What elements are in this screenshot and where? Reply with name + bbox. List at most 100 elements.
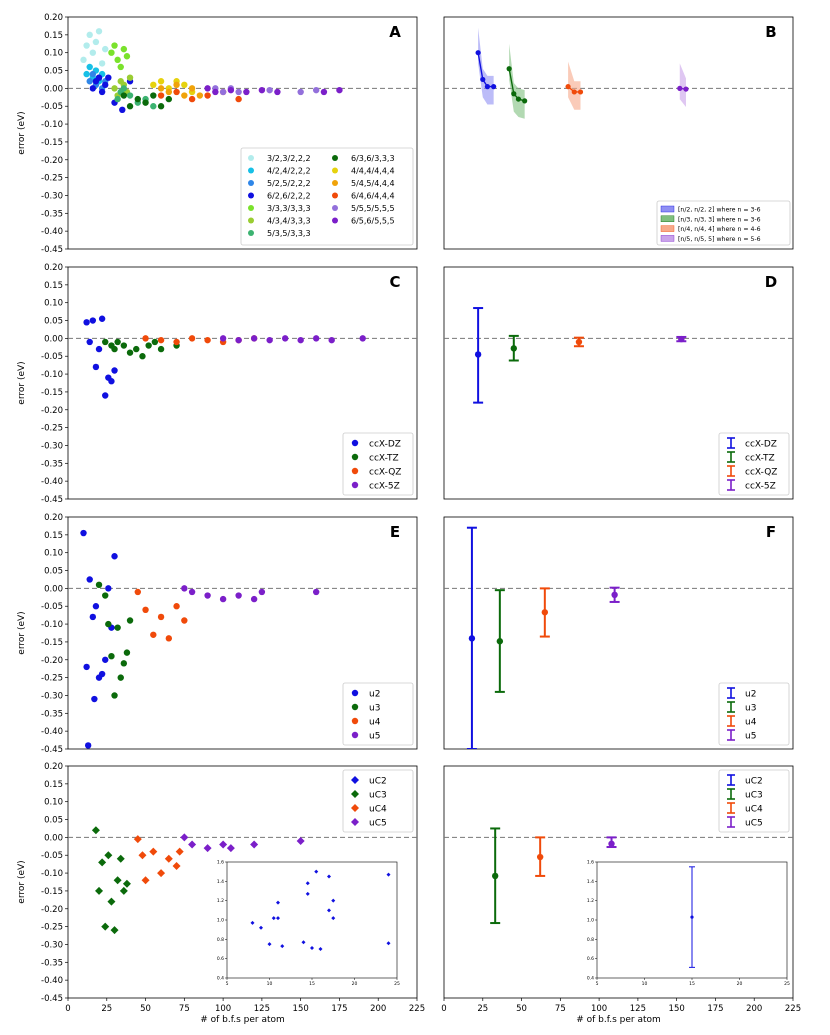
inset-data-point xyxy=(276,916,280,921)
inset-y-tick-label: 0.6 xyxy=(587,956,594,962)
inset-data-point xyxy=(331,898,336,903)
legend-box xyxy=(718,682,790,746)
data-point xyxy=(196,92,204,99)
legend-label: uC3 xyxy=(369,791,387,801)
legend-label: u2 xyxy=(745,690,756,700)
data-point xyxy=(281,335,289,342)
y-tick-label: -0.10 xyxy=(41,120,63,130)
data-point xyxy=(114,95,121,103)
y-tick-label: -0.30 xyxy=(41,940,63,950)
data-point xyxy=(157,78,165,85)
data-point xyxy=(188,95,196,103)
data-point xyxy=(678,335,685,343)
plot-area xyxy=(80,28,343,114)
y-tick-label: -0.15 xyxy=(41,638,63,648)
legend-marker xyxy=(332,205,338,211)
legend-label: u4 xyxy=(745,718,757,728)
legend-label: 3/2,3/2,2,2 xyxy=(267,154,311,163)
data-point xyxy=(134,95,141,103)
y-tick-label: -0.10 xyxy=(41,620,63,630)
legend-marker xyxy=(351,453,359,461)
series-band xyxy=(679,63,686,107)
panel-letter: A xyxy=(389,23,401,41)
legend-marker xyxy=(351,804,359,812)
data-point xyxy=(89,49,97,56)
y-tick-label: -0.10 xyxy=(41,370,63,380)
y-tick-label: -0.35 xyxy=(41,209,63,219)
legend-marker xyxy=(332,217,338,224)
x-tick-label: 50 xyxy=(516,1004,527,1014)
data-point xyxy=(102,45,109,53)
inset-y-tick-label: 0.4 xyxy=(217,976,224,982)
data-point xyxy=(173,81,180,89)
data-point xyxy=(496,638,504,645)
data-point xyxy=(571,89,577,95)
y-tick-label: -0.40 xyxy=(41,976,63,986)
panel-letter: B xyxy=(765,23,776,41)
legend-marker xyxy=(351,731,359,739)
legend-marker xyxy=(248,167,254,174)
inset-data-point xyxy=(386,941,391,946)
data-point xyxy=(188,588,196,596)
legend: u2 u3 u4 u5 xyxy=(718,682,790,746)
legend-label: 5/2,5/2,2,2 xyxy=(267,179,311,188)
inset-data-point xyxy=(271,916,276,921)
data-point xyxy=(157,92,165,99)
y-axis-label: error (eV) xyxy=(17,361,27,404)
legend-label: 6/2,6/2,2,2 xyxy=(267,192,311,201)
panel-letter: C xyxy=(389,273,400,291)
legend-marker xyxy=(248,205,254,211)
series-line xyxy=(477,52,494,88)
y-tick-label: -0.45 xyxy=(41,994,63,1004)
x-axis-label: # of b.f.s per atom xyxy=(200,1015,285,1025)
x-tick-label: 25 xyxy=(101,1004,112,1014)
data-point xyxy=(480,76,486,83)
legend-label: 3/3,3/3,3,3 xyxy=(267,204,311,213)
data-point xyxy=(95,345,103,353)
data-point xyxy=(157,336,165,344)
data-point xyxy=(312,86,320,94)
data-point xyxy=(105,620,112,628)
legend-marker xyxy=(351,776,359,784)
data-point xyxy=(165,635,173,642)
x-tick-label: 0 xyxy=(441,1004,446,1014)
data-point xyxy=(181,92,188,99)
data-point xyxy=(297,88,304,96)
data-point xyxy=(89,70,97,78)
axes-frame xyxy=(67,765,418,999)
data-point xyxy=(95,28,103,35)
y-tick-label: -0.05 xyxy=(41,102,63,112)
data-point xyxy=(92,38,100,46)
legend-label: uC4 xyxy=(745,805,763,815)
legend-label: ccX-DZ xyxy=(369,440,401,450)
axes-frame xyxy=(67,266,418,500)
data-point xyxy=(83,663,90,671)
inset-x-tick-label: 25 xyxy=(394,981,400,987)
legend-marker xyxy=(248,217,254,224)
y-tick-label: -0.05 xyxy=(41,352,63,362)
data-point xyxy=(84,742,92,749)
data-point xyxy=(126,103,134,110)
data-point xyxy=(114,624,121,631)
data-point xyxy=(565,84,571,90)
data-point xyxy=(173,603,180,610)
legend-label: uC2 xyxy=(745,777,763,787)
data-point xyxy=(577,89,584,95)
data-point xyxy=(227,86,235,94)
legend-marker xyxy=(351,818,359,826)
legend-label: u5 xyxy=(745,732,756,742)
x-tick-label: 200 xyxy=(370,1004,386,1014)
data-point xyxy=(133,835,142,844)
legend-swatch xyxy=(660,205,675,213)
y-tick-label: -0.15 xyxy=(41,388,63,398)
x-tick-label: 125 xyxy=(630,1004,646,1014)
y-tick-label: 0.00 xyxy=(44,833,63,843)
data-point xyxy=(522,98,528,104)
plot-area xyxy=(80,529,320,749)
y-tick-label: -0.45 xyxy=(41,745,63,755)
legend-label: ccX-5Z xyxy=(369,482,400,492)
data-point xyxy=(111,553,118,560)
data-point xyxy=(150,92,157,99)
inset-x-tick-label: 15 xyxy=(309,981,315,987)
